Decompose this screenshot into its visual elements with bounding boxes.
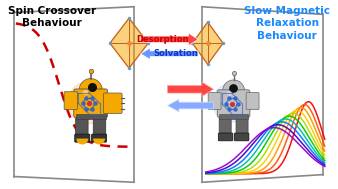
Text: Spin Crossover
Behaviour: Spin Crossover Behaviour: [8, 6, 96, 28]
FancyBboxPatch shape: [103, 93, 122, 114]
Text: Desorption: Desorption: [136, 35, 189, 44]
Circle shape: [68, 81, 110, 124]
FancyBboxPatch shape: [92, 134, 106, 142]
FancyArrow shape: [141, 48, 198, 60]
FancyBboxPatch shape: [234, 133, 249, 141]
Wedge shape: [93, 139, 105, 145]
Text: Slow Magnetic
Relaxation
Behaviour: Slow Magnetic Relaxation Behaviour: [244, 6, 330, 41]
FancyBboxPatch shape: [76, 114, 106, 119]
Polygon shape: [110, 18, 148, 68]
FancyBboxPatch shape: [75, 134, 90, 142]
FancyBboxPatch shape: [218, 133, 233, 141]
FancyArrow shape: [167, 82, 214, 96]
FancyBboxPatch shape: [74, 89, 107, 118]
FancyBboxPatch shape: [93, 118, 106, 136]
Polygon shape: [192, 22, 223, 64]
Text: Solvation: Solvation: [154, 49, 198, 58]
Circle shape: [213, 84, 251, 122]
Circle shape: [223, 80, 245, 102]
FancyBboxPatch shape: [219, 118, 231, 135]
FancyBboxPatch shape: [217, 90, 250, 117]
FancyArrow shape: [167, 99, 214, 112]
FancyBboxPatch shape: [246, 92, 259, 110]
FancyBboxPatch shape: [208, 92, 221, 110]
Circle shape: [79, 79, 102, 101]
FancyBboxPatch shape: [236, 118, 248, 135]
FancyBboxPatch shape: [64, 92, 77, 109]
Wedge shape: [76, 139, 88, 145]
FancyBboxPatch shape: [76, 118, 88, 136]
FancyArrow shape: [141, 33, 198, 46]
FancyBboxPatch shape: [219, 114, 248, 119]
